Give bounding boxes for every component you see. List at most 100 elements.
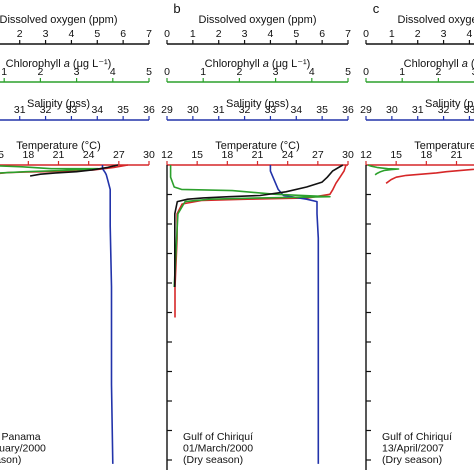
temperature-series-line bbox=[174, 164, 347, 318]
salinity-tick-label: 36 bbox=[342, 104, 354, 116]
salinity-tick-label: 35 bbox=[316, 104, 328, 116]
oxygen-tick-label: 7 bbox=[146, 28, 152, 40]
oxygen-axis-title: Dissolved oxygen (ppm) bbox=[0, 14, 118, 26]
panel-caption-line: 01/March/2000 bbox=[183, 443, 253, 455]
oxygen-tick-label: 1 bbox=[389, 28, 395, 40]
temperature-tick-label: 18 bbox=[221, 149, 233, 161]
chlorophyll-series-line bbox=[0, 165, 100, 174]
oxygen-tick-label: 0 bbox=[164, 28, 170, 40]
oxygen-tick-label: 2 bbox=[17, 28, 23, 40]
salinity-tick-label: 29 bbox=[161, 104, 173, 116]
salinity-tick-label: 32 bbox=[438, 104, 450, 116]
temperature-tick-label: 12 bbox=[161, 149, 173, 161]
salinity-series-line bbox=[101, 165, 114, 464]
oxygen-tick-label: 5 bbox=[293, 28, 299, 40]
panel-caption-line: Gulf of Chiriquí bbox=[183, 431, 253, 443]
oxygen-tick-label: 4 bbox=[467, 28, 473, 40]
temperature-tick-label: 30 bbox=[342, 149, 354, 161]
chlorophyll-series-line bbox=[367, 164, 400, 176]
temperature-axis-title: Temperature (°C) bbox=[16, 140, 100, 152]
salinity-tick-label: 32 bbox=[239, 104, 251, 116]
chlorophyll-tick-label: 1 bbox=[200, 66, 206, 78]
chlorophyll-tick-label: 0 bbox=[363, 66, 369, 78]
oxygen-tick-label: 0 bbox=[363, 28, 369, 40]
salinity-axis-title: Salinity (pss) bbox=[425, 98, 474, 110]
temperature-axis-title: Temperature (°C) bbox=[215, 140, 299, 152]
chlorophyll-tick-label: 5 bbox=[146, 66, 152, 78]
salinity-axis-title: Salinity (pss) bbox=[27, 98, 90, 110]
oxygen-series-line bbox=[174, 164, 344, 287]
oxygen-tick-label: 4 bbox=[69, 28, 75, 40]
oxygen-series-line bbox=[29, 164, 119, 177]
salinity-tick-label: 31 bbox=[213, 104, 225, 116]
chlorophyll-tick-label: 3 bbox=[74, 66, 80, 78]
oxygen-tick-label: 6 bbox=[120, 28, 126, 40]
oxygen-tick-label: 2 bbox=[415, 28, 421, 40]
chlorophyll-axis-title: Chlorophyll a (μg L⁻¹) bbox=[404, 58, 474, 70]
chlorophyll-tick-label: 4 bbox=[110, 66, 116, 78]
panel-label: b bbox=[173, 1, 180, 16]
temperature-tick-label: 30 bbox=[143, 149, 155, 161]
chlorophyll-tick-label: 3 bbox=[472, 66, 474, 78]
temperature-series-line bbox=[385, 168, 474, 184]
salinity-tick-label: 31 bbox=[14, 104, 26, 116]
chlorophyll-tick-label: 0 bbox=[164, 66, 170, 78]
temperature-tick-label: 21 bbox=[252, 149, 264, 161]
chlorophyll-axis-title: Chlorophyll a (μg L⁻¹) bbox=[205, 58, 311, 70]
chlorophyll-tick-label: 1 bbox=[399, 66, 405, 78]
salinity-tick-label: 33 bbox=[265, 104, 277, 116]
salinity-axis-title: Salinity (pss) bbox=[226, 98, 289, 110]
temperature-tick-label: 15 bbox=[390, 149, 402, 161]
panel-caption-line: 13/April/2007 bbox=[382, 443, 444, 455]
chlorophyll-tick-label: 3 bbox=[273, 66, 279, 78]
temperature-axis-title: Temperature (°C) bbox=[414, 140, 474, 152]
temperature-tick-label: 15 bbox=[191, 149, 203, 161]
salinity-tick-label: 32 bbox=[40, 104, 52, 116]
salinity-tick-label: 34 bbox=[290, 104, 302, 116]
panel-caption-line: season) bbox=[0, 454, 21, 466]
temperature-tick-label: 27 bbox=[312, 149, 324, 161]
chlorophyll-axis-title: Chlorophyll a (μg L⁻¹) bbox=[6, 58, 112, 70]
temperature-tick-label: 12 bbox=[360, 149, 372, 161]
panel-caption-line: ebruary/2000 bbox=[0, 443, 46, 455]
temperature-tick-label: 24 bbox=[83, 149, 95, 161]
salinity-tick-label: 30 bbox=[386, 104, 398, 116]
salinity-tick-label: 34 bbox=[91, 104, 103, 116]
temperature-tick-label: 21 bbox=[53, 149, 65, 161]
oxygen-tick-label: 3 bbox=[242, 28, 248, 40]
oxygen-tick-label: 6 bbox=[319, 28, 325, 40]
salinity-tick-label: 29 bbox=[360, 104, 372, 116]
salinity-tick-label: 36 bbox=[143, 104, 155, 116]
salinity-tick-label: 30 bbox=[187, 104, 199, 116]
panel-caption-line: f of Panama bbox=[0, 431, 41, 443]
oxygen-tick-label: 4 bbox=[268, 28, 274, 40]
oxygen-tick-label: 1 bbox=[190, 28, 196, 40]
temperature-tick-label: 27 bbox=[113, 149, 125, 161]
oxygen-tick-label: 3 bbox=[43, 28, 49, 40]
oxygen-axis-title: Dissolved oxygen (ppm) bbox=[398, 14, 474, 26]
temperature-tick-label: 15 bbox=[0, 149, 4, 161]
salinity-tick-label: 35 bbox=[117, 104, 129, 116]
salinity-tick-label: 33 bbox=[66, 104, 78, 116]
temperature-tick-label: 21 bbox=[451, 149, 463, 161]
chlorophyll-tick-label: 5 bbox=[345, 66, 351, 78]
temperature-tick-label: 18 bbox=[22, 149, 34, 161]
temperature-tick-label: 24 bbox=[282, 149, 294, 161]
temperature-tick-label: 18 bbox=[420, 149, 432, 161]
oxygen-tick-label: 5 bbox=[94, 28, 100, 40]
panel-label: c bbox=[373, 1, 380, 16]
panel-caption-line: (Dry season) bbox=[382, 454, 442, 466]
chlorophyll-tick-label: 4 bbox=[309, 66, 315, 78]
panel-caption-line: (Dry season) bbox=[183, 454, 243, 466]
oxygen-tick-label: 3 bbox=[441, 28, 447, 40]
chlorophyll-tick-label: 2 bbox=[37, 66, 43, 78]
chlorophyll-tick-label: 2 bbox=[236, 66, 242, 78]
chlorophyll-tick-label: 2 bbox=[435, 66, 441, 78]
chlorophyll-series-line bbox=[169, 165, 331, 288]
oxygen-tick-label: 7 bbox=[345, 28, 351, 40]
salinity-tick-label: 31 bbox=[412, 104, 424, 116]
salinity-series-line bbox=[269, 165, 320, 464]
oxygen-axis-title: Dissolved oxygen (ppm) bbox=[199, 14, 317, 26]
panel-caption-line: Gulf of Chiriquí bbox=[382, 431, 452, 443]
